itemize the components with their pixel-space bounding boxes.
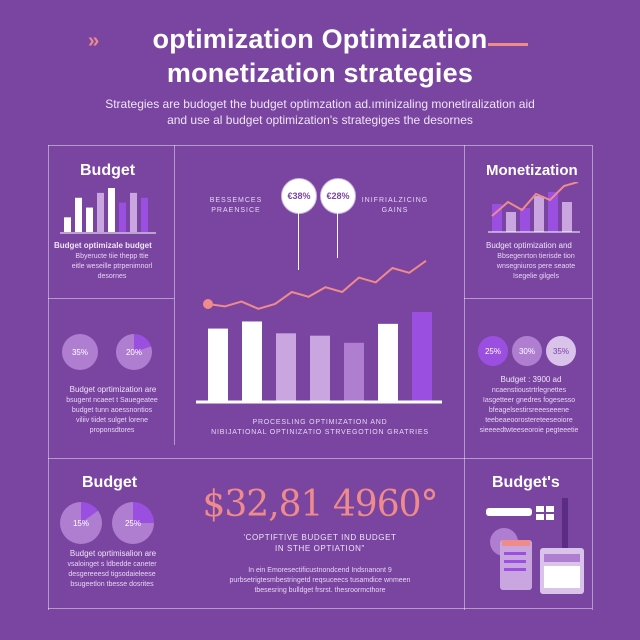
center-chart (196, 259, 442, 404)
center-label-left: BESSEMCES PRAENSICE (206, 196, 266, 216)
budget-bar-chart (60, 188, 156, 234)
percent-bubble-1: €38% (281, 178, 317, 214)
panel-text: bsugent ncaeet t Sauegeatee budget tunn … (54, 396, 170, 436)
page-title-line-1: optimization Optimization (152, 24, 488, 54)
grid-line (464, 298, 592, 299)
label-line: PRAENSICE (211, 207, 261, 214)
bar (276, 333, 296, 402)
panel-text-line: viliiv tiidet sulget lorene (76, 417, 148, 424)
panel-subtitle: Budget oprtimization are (69, 385, 157, 394)
intro-line-1: Strategies are budoget the budget optimz… (105, 97, 535, 111)
panel-text: Bbsegenrton tierisde tion wnsegniuros pe… (486, 252, 586, 282)
grid-line (48, 608, 592, 609)
bar (412, 312, 432, 402)
panel-text-line: desgereeesd tigsodaieleese (68, 571, 156, 578)
bar (119, 202, 126, 232)
panel-text-line: bfeagelsestirsreeeseeene (488, 407, 570, 414)
panel-subtitle: Budget oprtimisalion are (69, 549, 157, 558)
footnote-line: In ein Emoresectificustnondcend Indsnano… (248, 567, 392, 574)
panel-text-line: eitle weseille ptrpenimnorl (71, 263, 153, 270)
panel-text-line: proponsdtores (89, 427, 135, 434)
pie-circle: 15% (60, 502, 102, 544)
chevron-right-icon: ›› (88, 30, 99, 52)
pointer-line (337, 212, 338, 258)
panel-text-line: Isegelie gilgels (513, 273, 559, 280)
bar (75, 197, 82, 232)
percent-circle: 30% (512, 336, 542, 366)
bar (86, 207, 93, 232)
caption-line: NIBIJATIONAL OPTINIZATIO STRVEGOTION GRA… (211, 429, 429, 436)
panel-text-line: sieeeedtwteeseoroie pegteeetie (479, 427, 579, 434)
panel-title-budget: Budget (82, 474, 138, 491)
bar (141, 197, 148, 232)
panel-text-line: desornes (97, 273, 127, 280)
bar (97, 192, 104, 232)
bar (344, 342, 364, 402)
center-label-right: INIFRIALZICING GAINS (360, 196, 430, 216)
panel-text-line: bsugent ncaeet t Sauegeatee (66, 397, 158, 404)
grid-line (592, 145, 593, 610)
intro-line-2: and use al budget optimization's strateg… (167, 113, 473, 127)
caption-line: PROCESLING OPTIMIZATION AND (252, 419, 388, 426)
bar (242, 321, 262, 402)
bar (130, 192, 137, 232)
panel-subtitle: Budget : 3900 ad (500, 375, 562, 384)
footnote: In ein Emoresectificustnondcend Indsnano… (200, 566, 440, 596)
chart-caption: PROCESLING OPTIMIZATION AND NIBIJATIONAL… (180, 418, 460, 438)
bar (108, 188, 115, 232)
footnote-line: tbesesring bulldget frsrst. thesroormcth… (254, 587, 386, 594)
subtitle-line: IN STHE OPTIATION" (275, 544, 365, 553)
panel-subtitle: Budget optimization and (486, 241, 572, 250)
panel-text-line: Bbsegenrton tierisde tion (497, 253, 575, 260)
device-illustration (486, 498, 584, 594)
grid-line (464, 145, 465, 610)
bar (310, 335, 330, 402)
subtitle-line: 'COPTIFTIVE BUDGET IND BUDGET (243, 533, 397, 542)
panel-text: Bbyeructe tiie thepp ttie eitle weseille… (54, 252, 170, 282)
grid-line (48, 145, 49, 610)
panel-text-line: vsaloinget s ldbedde caneter (67, 561, 157, 568)
panel-text-line: bsugeetlon tbesse dosrites (70, 581, 154, 588)
percent-circle: 35% (62, 334, 98, 370)
label-line: BESSEMCES (209, 197, 263, 204)
headline-number: $32,81 4960° (202, 484, 438, 525)
monetization-chart (488, 182, 580, 233)
accent-dash (488, 43, 528, 46)
panel-text-line: budget tunn aoessnontios (71, 407, 153, 414)
panel-title-monetization: Monetization (486, 162, 578, 179)
grid-line (48, 145, 592, 146)
percent-bubble-2: €28% (320, 178, 356, 214)
label-line: GAINS (381, 207, 409, 214)
page-title-line-2: monetization strategies (166, 58, 474, 88)
panel-text: vsaloinget s ldbedde caneter desgereeesd… (54, 560, 170, 590)
panel-text-line: wnsegniuros pere seaote (496, 263, 576, 270)
panel-title-budget: Budget (80, 162, 136, 179)
panel-text-line: Iasgetteer gnedres fogesesso (482, 397, 576, 404)
grid-line (48, 458, 592, 459)
footnote-line: purbsetrigtesmbestringetd reqsuceecs tus… (229, 577, 411, 584)
label-line: INIFRIALZICING (361, 197, 429, 204)
pie-circle: 20% (116, 334, 152, 370)
percent-circle: 25% (478, 336, 508, 366)
bar (208, 328, 228, 402)
panel-text-line: teebeaeoorostereteeseoiore (485, 417, 573, 424)
panel-text-line: ncaenstioustrtrlegnettes (491, 387, 567, 394)
pie-circle: 25% (112, 502, 154, 544)
panel-text-line: Bbyeructe tiie thepp ttie (75, 253, 149, 260)
bar (378, 323, 398, 402)
bar (64, 217, 71, 232)
trend-line (207, 259, 427, 310)
pointer-line (298, 212, 299, 270)
trend-line-start-dot (203, 299, 213, 309)
panel-text: ncaenstioustrtrlegnettes Iasgetteer gned… (470, 386, 588, 436)
grid-line (48, 298, 174, 299)
percent-circle: 35% (546, 336, 576, 366)
grid-line (174, 145, 175, 445)
panel-subtitle: Budget optimizale budget (54, 241, 152, 250)
panel-title-budgets: Budget's (492, 474, 560, 491)
headline-subtitle: 'COPTIFTIVE BUDGET IND BUDGET IN STHE OP… (190, 532, 450, 554)
